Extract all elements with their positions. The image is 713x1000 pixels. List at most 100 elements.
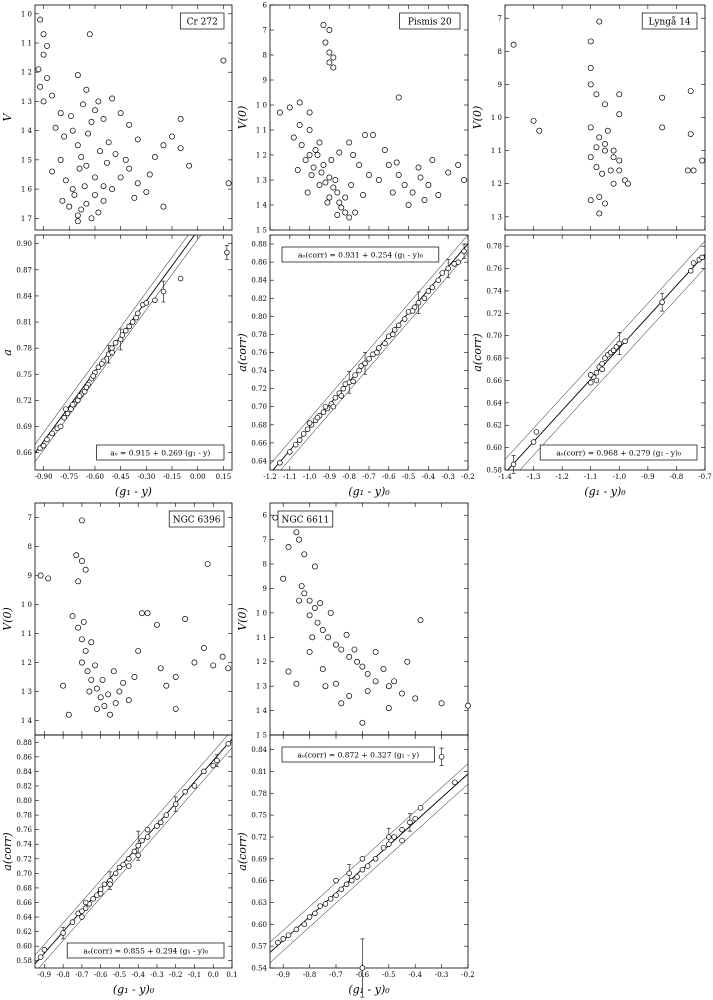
relation-frame (504, 234, 706, 471)
cmd-point (92, 107, 98, 114)
cmd-point (587, 38, 594, 45)
fit-formula: aₒ(corr) = 0.968 + 0.279 (g₁ - y)₀ (556, 449, 681, 458)
formula-box (66, 942, 225, 959)
cmd-point (59, 197, 66, 204)
rel-ytick-label: 0.76 (16, 826, 32, 834)
cmd-point (616, 167, 623, 174)
cmd-point (417, 174, 424, 181)
relation-point (593, 377, 600, 384)
cmd-point (134, 180, 141, 187)
cmd-ytick-label: 8 (263, 561, 267, 569)
rel-xtick-label: -0.3 (435, 971, 449, 979)
cmd-point (146, 171, 153, 178)
rel-xtick-label: -0.4 (131, 971, 145, 979)
fit-band-upper (35, 235, 189, 445)
rel-xtick-label: -0.4 (422, 473, 436, 481)
relation-point (292, 441, 299, 448)
cmd-point (593, 164, 600, 171)
relation-point (40, 442, 47, 449)
cmd-point (306, 152, 313, 158)
cmd-point (395, 172, 402, 178)
relation-point (126, 323, 132, 330)
fit-band-upper (270, 235, 468, 465)
cmd-point (596, 210, 603, 217)
cmd-point (316, 139, 323, 146)
relation-point (320, 409, 327, 415)
cmd-point (76, 165, 83, 172)
relation-point (182, 789, 188, 795)
cmd-point (78, 206, 85, 213)
cmd-point (425, 182, 432, 188)
relation-point (79, 914, 85, 920)
rel-ytick-label: 0.70 (251, 403, 267, 411)
cmd-point (110, 668, 117, 675)
cmd-point (455, 162, 462, 168)
cmd-point (97, 148, 104, 155)
cmd-point (100, 116, 107, 122)
rel-ytick-label: 0.78 (16, 812, 32, 820)
cmd-point (78, 659, 85, 666)
rel-xtick-label: -0.7 (362, 473, 376, 481)
rel-ytick-label: 0.72 (16, 855, 32, 863)
cmd-point (143, 189, 150, 195)
relation-point (386, 834, 392, 840)
relation-point (358, 363, 364, 369)
cmd-point (83, 86, 90, 93)
cmd-point (405, 202, 412, 208)
rel-ytick-label: 0.66 (251, 877, 267, 885)
fit-band-upper (35, 735, 229, 956)
cmd-point (78, 153, 85, 160)
cmd-ytick-label: 1 5 (256, 227, 267, 235)
cmd-point (112, 700, 119, 707)
cmd-point (120, 679, 127, 686)
rel-xtick-label: -0.9 (38, 971, 52, 979)
relation-point (304, 426, 311, 433)
relation-point (172, 801, 179, 807)
cmd-point (336, 199, 343, 206)
cmd-point (616, 111, 623, 118)
relation-point (333, 877, 339, 884)
cmd-point (326, 49, 333, 56)
rel-xtick-label: -1.0 (613, 473, 627, 481)
relation-point (82, 899, 89, 906)
relation-point (382, 340, 388, 347)
relation-point (44, 436, 50, 443)
relation-point (338, 393, 345, 399)
relation-point (41, 947, 48, 953)
cmd-point (37, 572, 44, 579)
cmd-point (93, 685, 100, 692)
relation-point (69, 919, 76, 925)
rel-ylabel: a (1, 349, 14, 356)
cmd-point (117, 174, 124, 181)
relation-point (306, 420, 313, 426)
cmd-point (117, 110, 124, 117)
cmd-point (151, 153, 158, 160)
cmd-ylabel: V(0) (236, 607, 249, 631)
rel-xtick-label: 0.0 (208, 971, 219, 979)
relation-point (330, 403, 337, 410)
rel-ytick-label: 0.78 (486, 243, 502, 251)
fit-formula: aₒ(corr) = 0.872 + 0.327 (g₁ - y) (297, 751, 419, 760)
fit-band-upper (270, 763, 468, 943)
cmd-ytick-label: 1 0 (256, 102, 267, 110)
cmd-point (200, 645, 207, 651)
rel-ytick-label: 0.76 (486, 265, 502, 273)
relation-point (362, 360, 368, 367)
cmd-point (61, 133, 68, 140)
cmd-point (465, 702, 471, 709)
cmd-point (80, 618, 87, 625)
cmd-ytick-label: 1 0 (491, 114, 502, 122)
relation-point (90, 373, 96, 379)
rel-ytick-label: 0.66 (16, 449, 32, 457)
cmd-point (375, 177, 382, 183)
rel-ytick-label: 0.81 (251, 768, 267, 776)
rel-ytick-label: 0.64 (16, 914, 32, 922)
cmd-point (610, 180, 617, 187)
cmd-point (298, 583, 305, 589)
relation-point (301, 921, 308, 928)
cmd-point (510, 41, 517, 48)
cmd-point (40, 31, 47, 38)
cmd-point (333, 641, 339, 648)
cmd-point (125, 697, 132, 704)
cmd-point (401, 182, 408, 188)
